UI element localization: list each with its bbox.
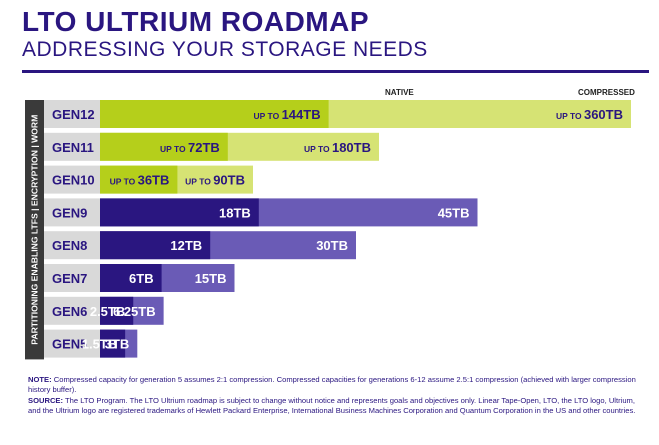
bar-native-label: 1.5TB [82, 337, 117, 352]
gen-label: GEN8 [52, 238, 87, 253]
gen-label-box [44, 296, 100, 325]
bar-compressed-label: UP TO 90TB [185, 173, 245, 188]
gen-label-box [44, 165, 100, 194]
bar-compressed-label: 3TB [105, 337, 130, 352]
gen-label: GEN11 [52, 140, 94, 155]
side-feature-label: PARTITIONING ENABLING LTFS | ENCRYPTION … [30, 115, 40, 345]
bar-native [100, 264, 162, 292]
gen-label-box [44, 198, 100, 227]
gen-label-box [44, 100, 100, 128]
note-text: Compressed capacity for generation 5 ass… [28, 375, 636, 395]
source-heading: SOURCE: [28, 395, 64, 405]
title-divider [22, 70, 649, 73]
gen-label: GEN7 [52, 271, 87, 286]
bar-native-label: UP TO 144TB [254, 107, 321, 122]
bar-compressed-label: 45TB [438, 205, 470, 220]
source-paragraph: SOURCE: The LTO Program. The LTO Ultrium… [28, 396, 638, 417]
note-heading: NOTE: [28, 375, 52, 384]
bar-native-label: 6TB [129, 271, 154, 286]
chart-title: LTO ULTRIUM ROADMAP [22, 6, 370, 37]
side-feature-bar [25, 100, 44, 360]
bar-compressed-label: UP TO 180TB [304, 140, 371, 155]
bar-native-label: UP TO 72TB [160, 140, 220, 155]
bar-compressed-label: 30TB [316, 238, 348, 253]
bar-compressed-label: 15TB [195, 271, 227, 286]
gen-label: GEN5 [52, 337, 87, 352]
chart-subtitle: ADDRESSING YOUR STORAGE NEEDS [22, 38, 428, 61]
bar-native [100, 100, 329, 128]
bar-native-label: UP TO 36TB [110, 173, 170, 188]
bar-native [100, 198, 259, 227]
bar-compressed-label: 6.25TB [113, 304, 156, 319]
bar-native-label: 2.5TB [90, 304, 125, 319]
gen-label: GEN10 [52, 173, 95, 188]
gen-label-box [44, 132, 100, 161]
bar-compressed-label: UP TO 360TB [556, 107, 623, 122]
bar-native [100, 231, 211, 260]
source-text: The LTO Program. The LTO Ultrium roadmap… [28, 395, 636, 415]
bar-native [100, 132, 228, 161]
gen-label: GEN12 [52, 107, 95, 122]
gen-label: GEN6 [52, 304, 87, 319]
bar-native [100, 329, 126, 358]
footnotes: NOTE: Compressed capacity for generation… [28, 375, 638, 416]
legend-compressed: COMPRESSED [578, 88, 635, 97]
bar-native [100, 296, 134, 325]
bar-native-label: 18TB [219, 205, 251, 220]
bar-native-label: 12TB [170, 238, 202, 253]
legend-native: NATIVE [385, 88, 414, 97]
gen-label: GEN9 [52, 205, 87, 220]
note-paragraph: NOTE: Compressed capacity for generation… [28, 375, 638, 396]
gen-label-box [44, 231, 100, 260]
gen-label-box [44, 329, 100, 358]
gen-label-box [44, 264, 100, 292]
bar-native [100, 165, 178, 194]
